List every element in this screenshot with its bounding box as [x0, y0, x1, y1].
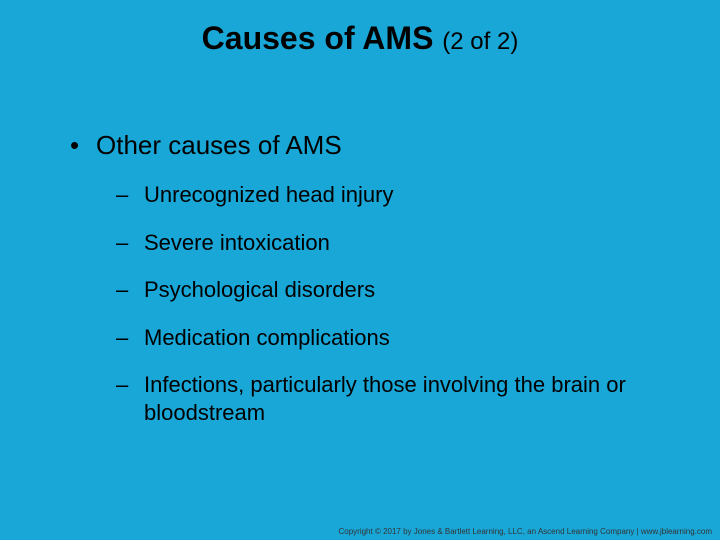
bullet-level2: Unrecognized head injury — [144, 181, 680, 209]
bullet-level2-text: Unrecognized head injury — [144, 182, 394, 207]
bullet-level2-text: Infections, particularly those involving… — [144, 372, 626, 425]
bullet-level2-text: Severe intoxication — [144, 230, 330, 255]
copyright-footer: Copyright © 2017 by Jones & Bartlett Lea… — [338, 527, 712, 536]
bullet-level1: Other causes of AMS — [70, 130, 680, 161]
slide-content: Other causes of AMS Unrecognized head in… — [70, 130, 680, 446]
bullet-level2: Medication complications — [144, 324, 680, 352]
title-main: Causes of AMS — [202, 20, 443, 56]
bullet-level2: Psychological disorders — [144, 276, 680, 304]
bullet-level2-text: Psychological disorders — [144, 277, 375, 302]
sub-bullet-list: Unrecognized head injury Severe intoxica… — [70, 181, 680, 426]
slide: Causes of AMS (2 of 2) Other causes of A… — [0, 0, 720, 540]
bullet-level2-text: Medication complications — [144, 325, 390, 350]
bullet-level2: Severe intoxication — [144, 229, 680, 257]
bullet-level1-text: Other causes of AMS — [96, 130, 342, 160]
slide-title: Causes of AMS (2 of 2) — [0, 0, 720, 57]
bullet-level2: Infections, particularly those involving… — [144, 371, 680, 426]
title-suffix: (2 of 2) — [442, 28, 518, 55]
